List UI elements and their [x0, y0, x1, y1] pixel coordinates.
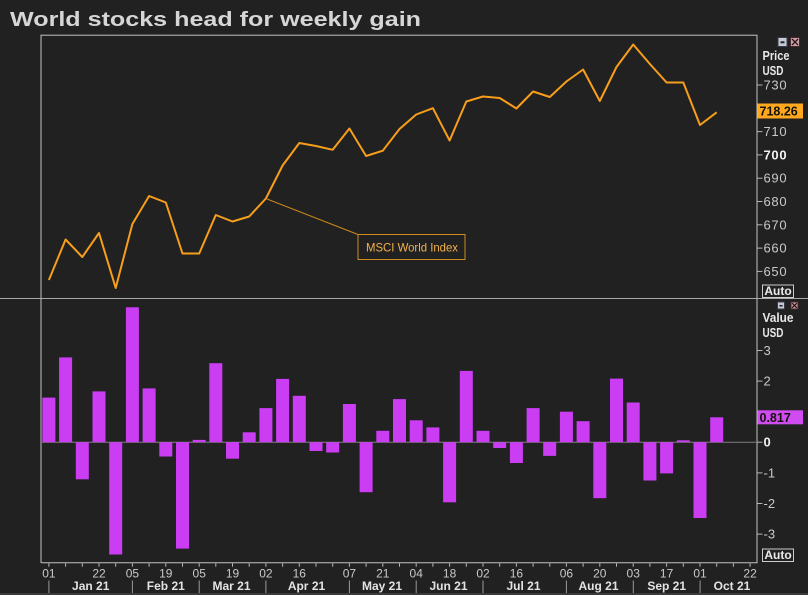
svg-text:-2: -2: [764, 496, 776, 511]
svg-text:Auto: Auto: [764, 548, 791, 562]
svg-text:19: 19: [226, 566, 240, 580]
svg-text:Jul 21: Jul 21: [506, 579, 540, 593]
svg-text:700: 700: [764, 147, 788, 162]
svg-text:718.26: 718.26: [760, 105, 798, 119]
svg-text:21: 21: [376, 566, 390, 580]
svg-text:02: 02: [259, 566, 273, 580]
svg-text:05: 05: [193, 566, 207, 580]
svg-text:690: 690: [764, 171, 788, 186]
svg-text:660: 660: [764, 241, 788, 256]
svg-text:16: 16: [510, 566, 524, 580]
svg-text:Sep 21: Sep 21: [647, 579, 686, 593]
svg-text:Feb 21: Feb 21: [147, 579, 185, 593]
svg-text:Jan 21: Jan 21: [72, 579, 110, 593]
svg-text:20: 20: [593, 566, 607, 580]
svg-text:01: 01: [693, 566, 707, 580]
svg-text:03: 03: [627, 566, 641, 580]
svg-text:Aug 21: Aug 21: [578, 579, 618, 593]
svg-text:17: 17: [660, 566, 674, 580]
svg-text:USD: USD: [763, 326, 784, 340]
svg-text:Value: Value: [763, 311, 794, 325]
svg-text:Auto: Auto: [764, 284, 791, 298]
svg-text:22: 22: [743, 566, 757, 580]
svg-text:World stocks head for weekly g: World stocks head for weekly gain: [10, 9, 421, 31]
svg-text:2: 2: [764, 374, 771, 389]
svg-text:01: 01: [42, 566, 56, 580]
svg-text:04: 04: [410, 566, 424, 580]
svg-text:May 21: May 21: [362, 579, 402, 593]
svg-text:730: 730: [764, 78, 788, 93]
svg-text:02: 02: [476, 566, 490, 580]
svg-text:19: 19: [159, 566, 173, 580]
svg-text:06: 06: [560, 566, 574, 580]
svg-text:18: 18: [443, 566, 457, 580]
svg-text:-1: -1: [764, 465, 776, 480]
svg-text:07: 07: [343, 566, 357, 580]
svg-text:670: 670: [764, 217, 788, 232]
svg-text:Apr 21: Apr 21: [288, 579, 326, 593]
svg-text:22: 22: [92, 566, 106, 580]
svg-text:Price: Price: [763, 49, 790, 63]
svg-text:3: 3: [764, 343, 771, 358]
svg-text:680: 680: [764, 194, 788, 209]
svg-text:Jun 21: Jun 21: [429, 579, 467, 593]
svg-text:0.817: 0.817: [760, 411, 791, 425]
svg-text:-3: -3: [764, 527, 776, 542]
svg-text:0: 0: [764, 435, 771, 450]
svg-text:MSCI World Index: MSCI World Index: [366, 241, 458, 255]
svg-text:05: 05: [126, 566, 140, 580]
svg-text:650: 650: [764, 264, 788, 279]
svg-text:16: 16: [293, 566, 307, 580]
svg-text:Oct 21: Oct 21: [714, 579, 751, 593]
svg-text:USD: USD: [763, 64, 784, 78]
svg-text:710: 710: [764, 124, 788, 139]
svg-text:Mar 21: Mar 21: [212, 579, 250, 593]
